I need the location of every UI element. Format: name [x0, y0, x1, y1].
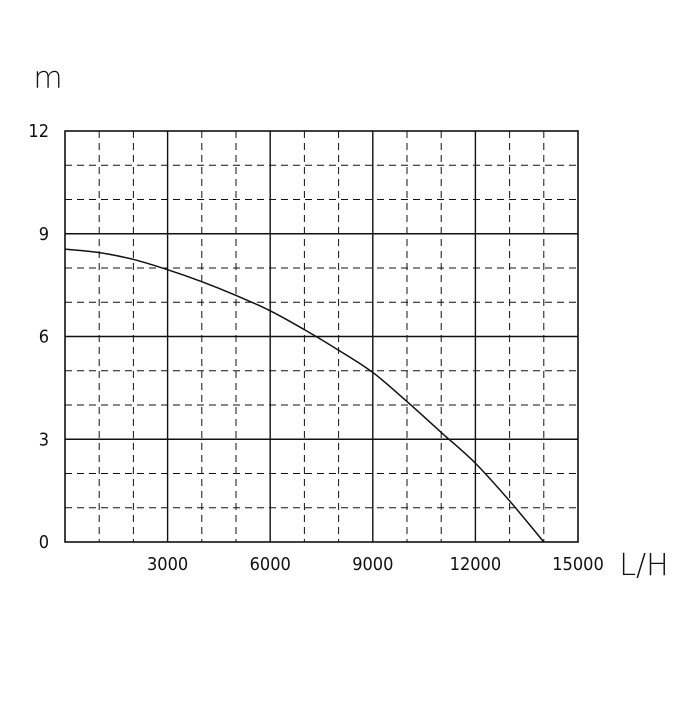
y-tick-label: 3 [39, 429, 49, 450]
x-tick-label: 15000 [552, 554, 604, 575]
x-axis-tick-labels: 3000 6000 9000 12000 15000 [147, 554, 604, 575]
y-tick-label: 12 [28, 121, 49, 142]
x-tick-label: 6000 [250, 554, 291, 575]
x-tick-label: 3000 [147, 554, 188, 575]
series-line [64, 248, 545, 543]
y-tick-label: 0 [39, 532, 49, 553]
y-axis-tick-labels: 0 3 6 9 12 [28, 121, 49, 553]
y-tick-label: 6 [39, 327, 49, 348]
x-tick-label: 9000 [352, 554, 393, 575]
major-grid [65, 131, 578, 542]
x-axis-label: L/H [619, 548, 668, 583]
plot-frame [64, 130, 579, 543]
x-tick-label: 12000 [450, 554, 502, 575]
y-axis-label: m [33, 61, 62, 96]
y-tick-label: 9 [39, 224, 49, 245]
